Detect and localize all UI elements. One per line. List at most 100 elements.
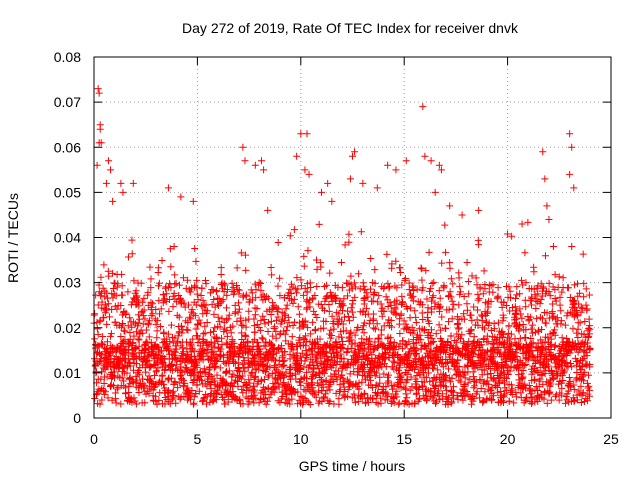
- data-point: [152, 380, 160, 388]
- data-point: [452, 366, 460, 374]
- data-point: [154, 268, 162, 276]
- data-point: [122, 384, 130, 392]
- data-point: [233, 317, 241, 325]
- data-point: [439, 363, 447, 371]
- data-point: [322, 293, 330, 301]
- data-point: [278, 388, 286, 396]
- data-point: [297, 353, 305, 361]
- data-point: [336, 303, 344, 311]
- data-point: [407, 373, 415, 381]
- data-point: [365, 337, 373, 345]
- data-point: [161, 295, 169, 303]
- data-point: [136, 364, 144, 372]
- data-point: [580, 340, 588, 348]
- data-point: [327, 326, 335, 334]
- data-point: [564, 284, 572, 292]
- data-point: [102, 179, 110, 187]
- x-tick-label: 20: [500, 431, 516, 447]
- data-point: [475, 343, 483, 351]
- data-point: [282, 391, 290, 399]
- data-point: [428, 308, 436, 316]
- data-point: [338, 284, 346, 292]
- data-point: [534, 369, 542, 377]
- data-point: [341, 241, 349, 249]
- data-point: [445, 365, 453, 373]
- data-point: [401, 275, 409, 283]
- data-point: [408, 294, 416, 302]
- data-point: [186, 313, 194, 321]
- data-point: [147, 284, 155, 292]
- data-point: [187, 356, 195, 364]
- data-points: [90, 85, 594, 408]
- data-point: [502, 386, 510, 394]
- data-point: [251, 304, 259, 312]
- data-point: [369, 279, 377, 287]
- data-point: [259, 291, 267, 299]
- data-point: [525, 354, 533, 362]
- data-point: [108, 396, 116, 404]
- data-point: [537, 280, 545, 288]
- data-point: [386, 283, 394, 291]
- data-point: [275, 344, 283, 352]
- data-point: [176, 379, 184, 387]
- data-point: [574, 292, 582, 300]
- data-point: [579, 377, 587, 385]
- data-point: [380, 370, 388, 378]
- data-point: [117, 302, 125, 310]
- data-point: [334, 321, 342, 329]
- data-point: [455, 316, 463, 324]
- data-point: [119, 350, 127, 358]
- data-point: [214, 337, 222, 345]
- data-point: [547, 396, 555, 404]
- data-point: [371, 354, 379, 362]
- data-point: [321, 297, 329, 305]
- data-point: [200, 301, 208, 309]
- data-point: [494, 388, 502, 396]
- data-point: [139, 312, 147, 320]
- data-point: [526, 297, 534, 305]
- data-point: [290, 226, 298, 234]
- data-point: [289, 299, 297, 307]
- data-point: [335, 400, 343, 408]
- data-point: [481, 285, 489, 293]
- data-point: [351, 331, 359, 339]
- data-point: [555, 273, 563, 281]
- data-point: [580, 280, 588, 288]
- data-point: [111, 389, 119, 397]
- data-point: [553, 357, 561, 365]
- data-point: [367, 255, 375, 263]
- data-point: [94, 85, 102, 93]
- data-point: [274, 313, 282, 321]
- data-point: [427, 326, 435, 334]
- data-point: [285, 319, 293, 327]
- data-point: [502, 302, 510, 310]
- data-point: [130, 277, 138, 285]
- data-point: [509, 355, 517, 363]
- data-point: [308, 350, 316, 358]
- data-point: [306, 296, 314, 304]
- data-point: [209, 397, 217, 405]
- data-point: [338, 371, 346, 379]
- data-point: [476, 376, 484, 384]
- data-point: [570, 184, 578, 192]
- data-point: [370, 363, 378, 371]
- data-point: [199, 302, 207, 310]
- data-point: [177, 193, 185, 201]
- data-point: [311, 311, 319, 319]
- data-point: [131, 289, 139, 297]
- data-point: [566, 130, 574, 138]
- data-point: [356, 285, 364, 293]
- data-point: [425, 340, 433, 348]
- data-point: [287, 296, 295, 304]
- data-point: [506, 307, 514, 315]
- data-point: [581, 318, 589, 326]
- data-point: [470, 333, 478, 341]
- data-point: [334, 352, 342, 360]
- data-point: [558, 334, 566, 342]
- data-point: [147, 312, 155, 320]
- data-point: [200, 365, 208, 373]
- data-point: [470, 303, 478, 311]
- data-point: [111, 368, 119, 376]
- data-point: [549, 314, 557, 322]
- data-point: [377, 300, 385, 308]
